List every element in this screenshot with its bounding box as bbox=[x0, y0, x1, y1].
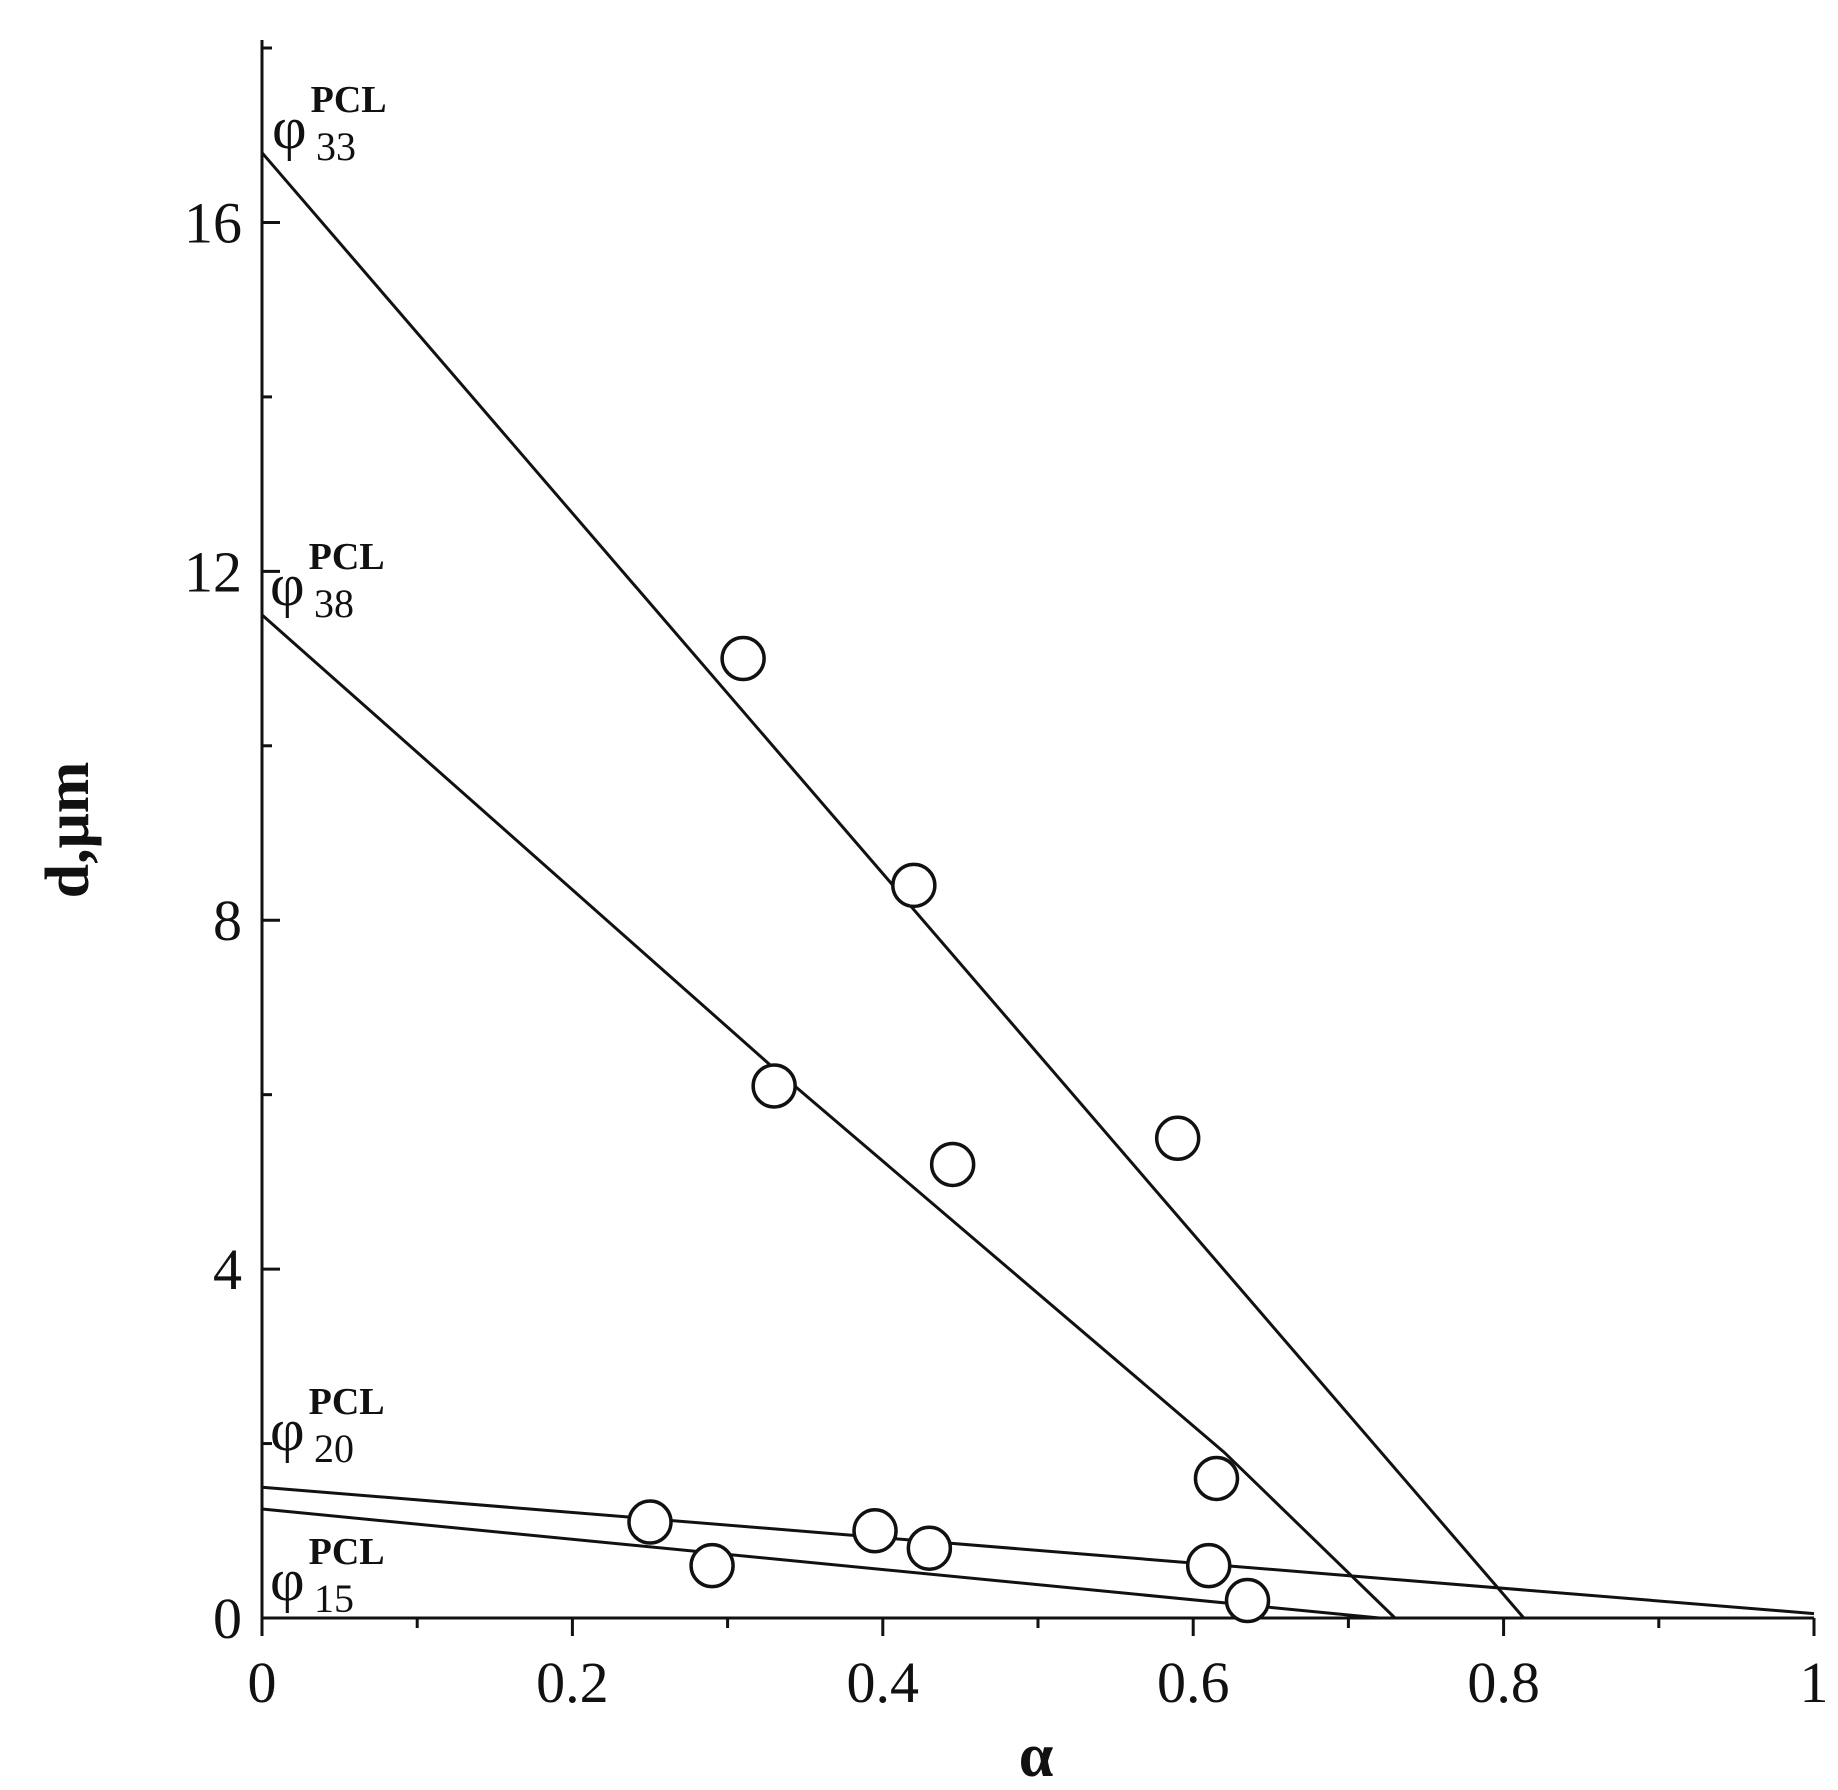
data-point bbox=[720, 635, 766, 682]
fit-line-series-38 bbox=[261, 613, 1397, 1620]
x-tick-label: 0.6 bbox=[1157, 1650, 1230, 1715]
labels-group: φ PCL 33 φ PCL 38 φ PCL 20 φ PCL 15 bbox=[270, 79, 387, 1621]
x-tick-label: 0.8 bbox=[1467, 1650, 1540, 1715]
fit-line-series-20 bbox=[261, 1485, 1815, 1616]
y-tick-label: 4 bbox=[213, 1237, 242, 1302]
data-point bbox=[1224, 1577, 1271, 1624]
axes-group: 0 0.2 0.4 0.6 0.8 1 0 4 8 12 16 α d,μm bbox=[34, 40, 1829, 1790]
x-tick-label: 0 bbox=[248, 1650, 277, 1715]
data-point bbox=[627, 1499, 673, 1545]
data-point bbox=[929, 1141, 976, 1188]
data-point bbox=[1185, 1542, 1232, 1589]
y-tick-label: 12 bbox=[184, 539, 242, 604]
data-points-group bbox=[627, 635, 1271, 1624]
data-point bbox=[751, 1063, 797, 1109]
y-axis-title: d,μm bbox=[34, 762, 102, 899]
curve-label-33: φ PCL 33 bbox=[272, 79, 387, 169]
data-point bbox=[852, 1508, 898, 1554]
data-point bbox=[689, 1542, 735, 1589]
curve-label-15: φ PCL 15 bbox=[270, 1531, 385, 1621]
data-point bbox=[906, 1525, 953, 1571]
x-tick-label: 1 bbox=[1800, 1650, 1829, 1715]
curve-label-38: φ PCL 38 bbox=[270, 536, 385, 626]
data-point bbox=[1193, 1455, 1240, 1502]
x-tick-label: 0.2 bbox=[536, 1650, 609, 1715]
x-axis-title: α bbox=[1019, 1722, 1054, 1790]
data-point bbox=[1154, 1115, 1201, 1162]
x-tick-label: 0.4 bbox=[847, 1650, 920, 1715]
curve-label-20: φ PCL 20 bbox=[270, 1381, 385, 1471]
y-tick-label: 8 bbox=[213, 888, 242, 953]
y-tick-label: 0 bbox=[213, 1586, 242, 1651]
data-point bbox=[891, 862, 937, 909]
fit-lines-group bbox=[260, 151, 1815, 1620]
fit-line-series-15 bbox=[261, 1507, 1380, 1620]
y-tick-label: 16 bbox=[184, 190, 242, 255]
